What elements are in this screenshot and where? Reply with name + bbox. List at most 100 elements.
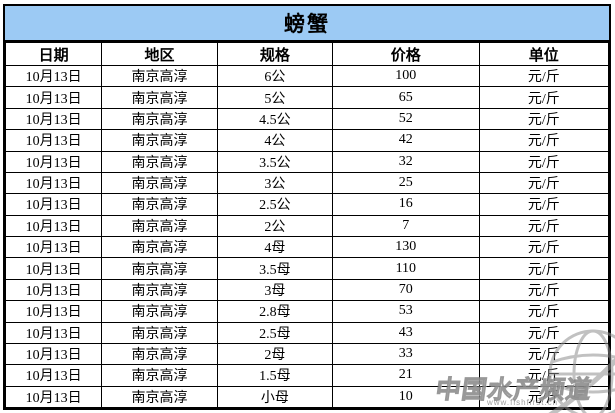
cell-unit: 元/斤 <box>478 235 610 259</box>
cell-spec: 3公 <box>216 171 334 195</box>
header-row: 日期 地区 规格 价格 单位 <box>4 42 610 66</box>
column-header-unit: 单位 <box>478 42 610 66</box>
table-row: 10月13日 南京高淳 小母 10 元/斤 <box>4 385 610 409</box>
cell-region: 南京高淳 <box>101 150 218 173</box>
cell-region: 南京高淳 <box>101 171 218 195</box>
table-title: 螃蟹 <box>5 6 609 42</box>
cell-price: 25 <box>332 171 480 195</box>
cell-region: 南京高淳 <box>101 86 218 109</box>
cell-region: 南京高淳 <box>101 107 218 131</box>
cell-date: 10月13日 <box>4 342 103 366</box>
cell-spec: 2.8母 <box>216 300 334 323</box>
cell-price: 33 <box>332 342 480 366</box>
cell-unit: 元/斤 <box>478 150 610 173</box>
cell-unit: 元/斤 <box>478 129 610 152</box>
cell-spec: 4母 <box>216 235 334 259</box>
cell-price: 110 <box>332 257 480 280</box>
table-row: 10月13日 南京高淳 3.5母 110 元/斤 <box>4 257 610 280</box>
cell-date: 10月13日 <box>4 86 103 109</box>
cell-spec: 2公 <box>216 214 334 238</box>
cell-spec: 6公 <box>216 64 334 88</box>
column-header-region: 地区 <box>101 42 218 66</box>
cell-price: 52 <box>332 107 480 131</box>
cell-date: 10月13日 <box>4 321 103 344</box>
cell-region: 南京高淳 <box>101 364 218 387</box>
cell-unit: 元/斤 <box>478 107 610 131</box>
cell-spec: 2.5公 <box>216 193 334 216</box>
cell-unit: 元/斤 <box>478 321 610 344</box>
cell-date: 10月13日 <box>4 364 103 387</box>
cell-price: 32 <box>332 150 480 173</box>
cell-date: 10月13日 <box>4 193 103 216</box>
table-row: 10月13日 南京高淳 4母 130 元/斤 <box>4 235 610 259</box>
cell-price: 70 <box>332 278 480 302</box>
table-row: 10月13日 南京高淳 2.5公 16 元/斤 <box>4 193 610 216</box>
cell-unit: 元/斤 <box>478 342 610 366</box>
table-row: 10月13日 南京高淳 1.5母 21 元/斤 <box>4 364 610 387</box>
cell-price: 10 <box>332 385 480 409</box>
cell-region: 南京高淳 <box>101 214 218 238</box>
table-body: 10月13日 南京高淳 6公 100 元/斤 10月13日 南京高淳 5公 65 元/斤 10月13… <box>4 64 610 409</box>
cell-spec: 3.5母 <box>216 257 334 280</box>
cell-spec: 2母 <box>216 342 334 366</box>
cell-region: 南京高淳 <box>101 278 218 302</box>
table-row: 10月13日 南京高淳 2.8母 53 元/斤 <box>4 300 610 323</box>
cell-unit: 元/斤 <box>478 193 610 216</box>
column-header-date: 日期 <box>4 42 103 66</box>
table-row: 10月13日 南京高淳 5公 65 元/斤 <box>4 86 610 109</box>
cell-spec: 2.5母 <box>216 321 334 344</box>
cell-unit: 元/斤 <box>478 171 610 195</box>
price-table: 日期 地区 规格 价格 单位 10月13日 南京高淳 6公 100 元/斤 10月13日南… <box>4 42 610 409</box>
cell-unit: 元/斤 <box>478 278 610 302</box>
cell-unit: 元/斤 <box>478 385 610 409</box>
cell-date: 10月13日 <box>4 214 103 238</box>
table-row: 10月13日 南京高淳 3母 70 元/斤 <box>4 278 610 302</box>
cell-unit: 元/斤 <box>478 300 610 323</box>
table-row: 10月13日 南京高淳 6公 100 元/斤 <box>4 64 610 88</box>
cell-region: 南京高淳 <box>101 235 218 259</box>
cell-region: 南京高淳 <box>101 129 218 152</box>
cell-spec: 3母 <box>216 278 334 302</box>
cell-price: 43 <box>332 321 480 344</box>
cell-region: 南京高淳 <box>101 321 218 344</box>
cell-region: 南京高淳 <box>101 257 218 280</box>
cell-price: 65 <box>332 86 480 109</box>
cell-spec: 1.5母 <box>216 364 334 387</box>
cell-price: 7 <box>332 214 480 238</box>
cell-spec: 4.5公 <box>216 107 334 131</box>
cell-spec: 小母 <box>216 385 334 409</box>
cell-unit: 元/斤 <box>478 64 610 88</box>
cell-region: 南京高淳 <box>101 193 218 216</box>
cell-region: 南京高淳 <box>101 342 218 366</box>
cell-date: 10月13日 <box>4 64 103 88</box>
cell-unit: 元/斤 <box>478 86 610 109</box>
column-header-price: 价格 <box>332 42 480 66</box>
cell-date: 10月13日 <box>4 257 103 280</box>
cell-date: 10月13日 <box>4 385 103 409</box>
cell-spec: 4公 <box>216 129 334 152</box>
table-row: 10月13日 南京高淳 4公 42 元/斤 <box>4 129 610 152</box>
cell-price: 130 <box>332 235 480 259</box>
cell-price: 53 <box>332 300 480 323</box>
cell-date: 10月13日 <box>4 300 103 323</box>
table-row: 10月13日 南京高淳 3.5公 32 元/斤 <box>4 150 610 173</box>
cell-unit: 元/斤 <box>478 364 610 387</box>
cell-price: 42 <box>332 129 480 152</box>
cell-unit: 元/斤 <box>478 257 610 280</box>
cell-spec: 3.5公 <box>216 150 334 173</box>
cell-price: 100 <box>332 64 480 88</box>
cell-date: 10月13日 <box>4 171 103 195</box>
table-row: 10月13日 南京高淳 2母 33 元/斤 <box>4 342 610 366</box>
cell-date: 10月13日 <box>4 278 103 302</box>
table-row: 10月13日 南京高淳 2.5母 43 元/斤 <box>4 321 610 344</box>
cell-region: 南京高淳 <box>101 385 218 409</box>
table-row: 10月13日 南京高淳 2公 7 元/斤 <box>4 214 610 238</box>
column-header-spec: 规格 <box>216 42 334 66</box>
cell-region: 南京高淳 <box>101 64 218 88</box>
cell-date: 10月13日 <box>4 129 103 152</box>
cell-region: 南京高淳 <box>101 300 218 323</box>
cell-unit: 元/斤 <box>478 214 610 238</box>
cell-date: 10月13日 <box>4 235 103 259</box>
cell-spec: 5公 <box>216 86 334 109</box>
